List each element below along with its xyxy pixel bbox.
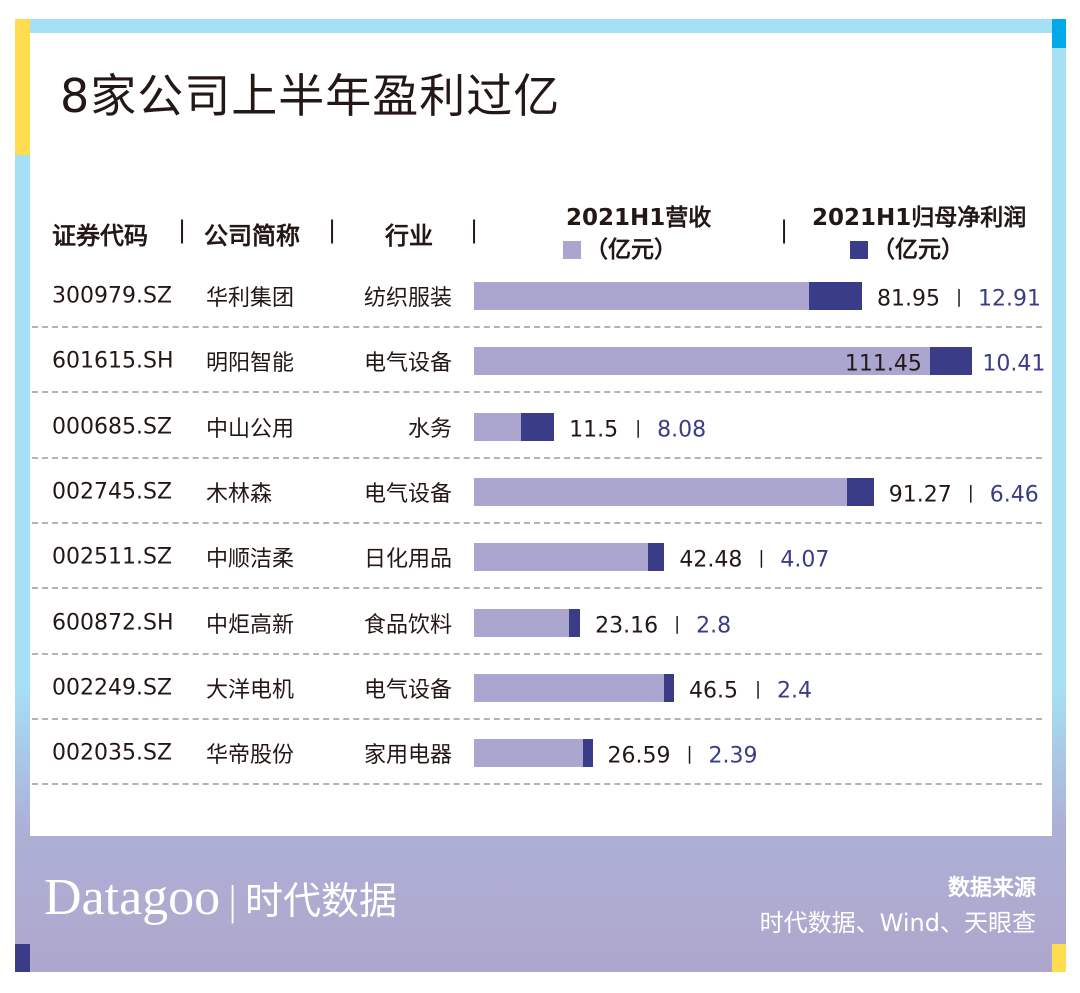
revenue-label: 42.48 xyxy=(679,547,743,573)
chart-title: 8家公司上半年盈利过亿 xyxy=(60,69,561,123)
industry: 日化用品 xyxy=(363,547,452,573)
revenue-label: 81.95 xyxy=(876,286,940,312)
profit-label: 10.41 xyxy=(982,351,1046,377)
header-separator: | xyxy=(328,216,337,244)
header-name: 公司简称 xyxy=(204,222,300,250)
revenue-bar xyxy=(474,739,583,768)
revenue-label: 91.27 xyxy=(888,482,952,508)
company-name: 华帝股份 xyxy=(206,743,295,769)
profit-label: 2.39 xyxy=(708,743,758,769)
industry: 食品饮料 xyxy=(363,612,452,638)
revenue-label: 23.16 xyxy=(595,613,659,638)
revenue-bar xyxy=(474,282,810,310)
industry: 电气设备 xyxy=(363,481,452,507)
header-code: 证券代码 xyxy=(52,222,148,250)
row-divider xyxy=(32,391,1042,394)
revenue-label: 11.5 xyxy=(569,417,619,443)
accent-blue xyxy=(1052,19,1066,48)
profit-label: 12.91 xyxy=(977,286,1041,312)
industry: 水务 xyxy=(407,416,452,442)
revenue-label: 46.5 xyxy=(689,678,738,704)
value-separator: | xyxy=(674,613,681,634)
company-name: 华利集团 xyxy=(206,286,295,311)
company-name: 木林森 xyxy=(206,481,273,507)
legend-unit: （亿元） xyxy=(872,237,964,263)
stock-code: 002745.SZ xyxy=(52,479,173,505)
row-divider xyxy=(32,456,1042,459)
legend-unit: （亿元） xyxy=(585,237,677,263)
profit-bar xyxy=(647,543,665,572)
industry: 纺织服装 xyxy=(363,286,452,311)
stock-code: 601615.SH xyxy=(52,348,174,374)
profit-label: 2.8 xyxy=(696,613,732,638)
company-name: 大洋电机 xyxy=(206,677,295,703)
accent-yellow xyxy=(15,19,30,155)
revenue-bar xyxy=(474,347,930,376)
row-divider xyxy=(32,326,1042,328)
legend-swatch-profit xyxy=(850,241,868,259)
profit-bar xyxy=(809,282,862,310)
value-separator: | xyxy=(686,743,693,765)
legend-swatch-revenue xyxy=(563,241,581,259)
datagoo-logo: Datagoo | 时代数据 xyxy=(44,869,397,926)
industry: 家用电器 xyxy=(363,743,452,769)
header-profit: 2021H1归母净利润 xyxy=(812,205,1027,231)
value-separator: | xyxy=(755,678,762,700)
header-separator: | xyxy=(780,216,789,244)
profit-bar xyxy=(521,412,555,441)
stock-code: 300979.SZ xyxy=(52,283,173,309)
accent-navy xyxy=(15,944,30,972)
stock-code: 002249.SZ xyxy=(52,675,173,701)
stock-code: 002035.SZ xyxy=(52,740,173,766)
row-divider xyxy=(32,587,1042,590)
stock-code: 000685.SZ xyxy=(52,414,173,440)
source-text: 时代数据、Wind、天眼查 xyxy=(759,909,1036,937)
revenue-label: 26.59 xyxy=(607,743,671,769)
legend-profit: （亿元） xyxy=(850,230,964,264)
profit-bar xyxy=(847,477,874,506)
company-name: 明阳智能 xyxy=(206,351,295,377)
company-name: 中山公用 xyxy=(206,416,295,442)
value-separator: | xyxy=(758,547,765,569)
profit-label: 8.08 xyxy=(657,417,707,443)
row-divider xyxy=(32,717,1042,720)
revenue-label: 111.45 xyxy=(844,351,922,377)
revenue-bar xyxy=(474,477,848,506)
legend-revenue: （亿元） xyxy=(563,230,677,264)
accent-yellow-bottom xyxy=(1052,944,1066,972)
value-separator: | xyxy=(635,417,642,439)
profit-label: 2.4 xyxy=(777,678,812,704)
row-divider xyxy=(32,652,1042,655)
revenue-bar xyxy=(474,412,522,441)
row-divider xyxy=(32,783,1042,786)
profit-bar xyxy=(568,608,581,637)
revenue-bar xyxy=(474,673,665,702)
profit-label: 4.07 xyxy=(780,547,830,573)
profit-bar xyxy=(929,347,973,376)
industry: 电气设备 xyxy=(363,351,452,377)
profit-bar xyxy=(664,673,674,702)
revenue-bar xyxy=(474,608,569,637)
company-name: 中顺洁柔 xyxy=(206,547,295,573)
row-divider xyxy=(32,521,1042,524)
value-separator: | xyxy=(967,482,974,504)
profit-bar xyxy=(582,739,593,768)
stock-code: 600872.SH xyxy=(52,610,174,635)
source-label: 数据来源 xyxy=(947,876,1036,901)
value-separator: | xyxy=(955,286,963,308)
header-separator: | xyxy=(178,216,187,244)
stock-code: 002511.SZ xyxy=(52,544,173,570)
industry: 电气设备 xyxy=(363,677,452,703)
revenue-bar xyxy=(474,543,648,572)
header-industry: 行业 xyxy=(385,222,433,250)
company-name: 中炬高新 xyxy=(206,612,295,638)
header-separator: | xyxy=(470,216,479,244)
header-revenue: 2021H1营收 xyxy=(566,205,712,231)
profit-label: 6.46 xyxy=(989,482,1039,508)
